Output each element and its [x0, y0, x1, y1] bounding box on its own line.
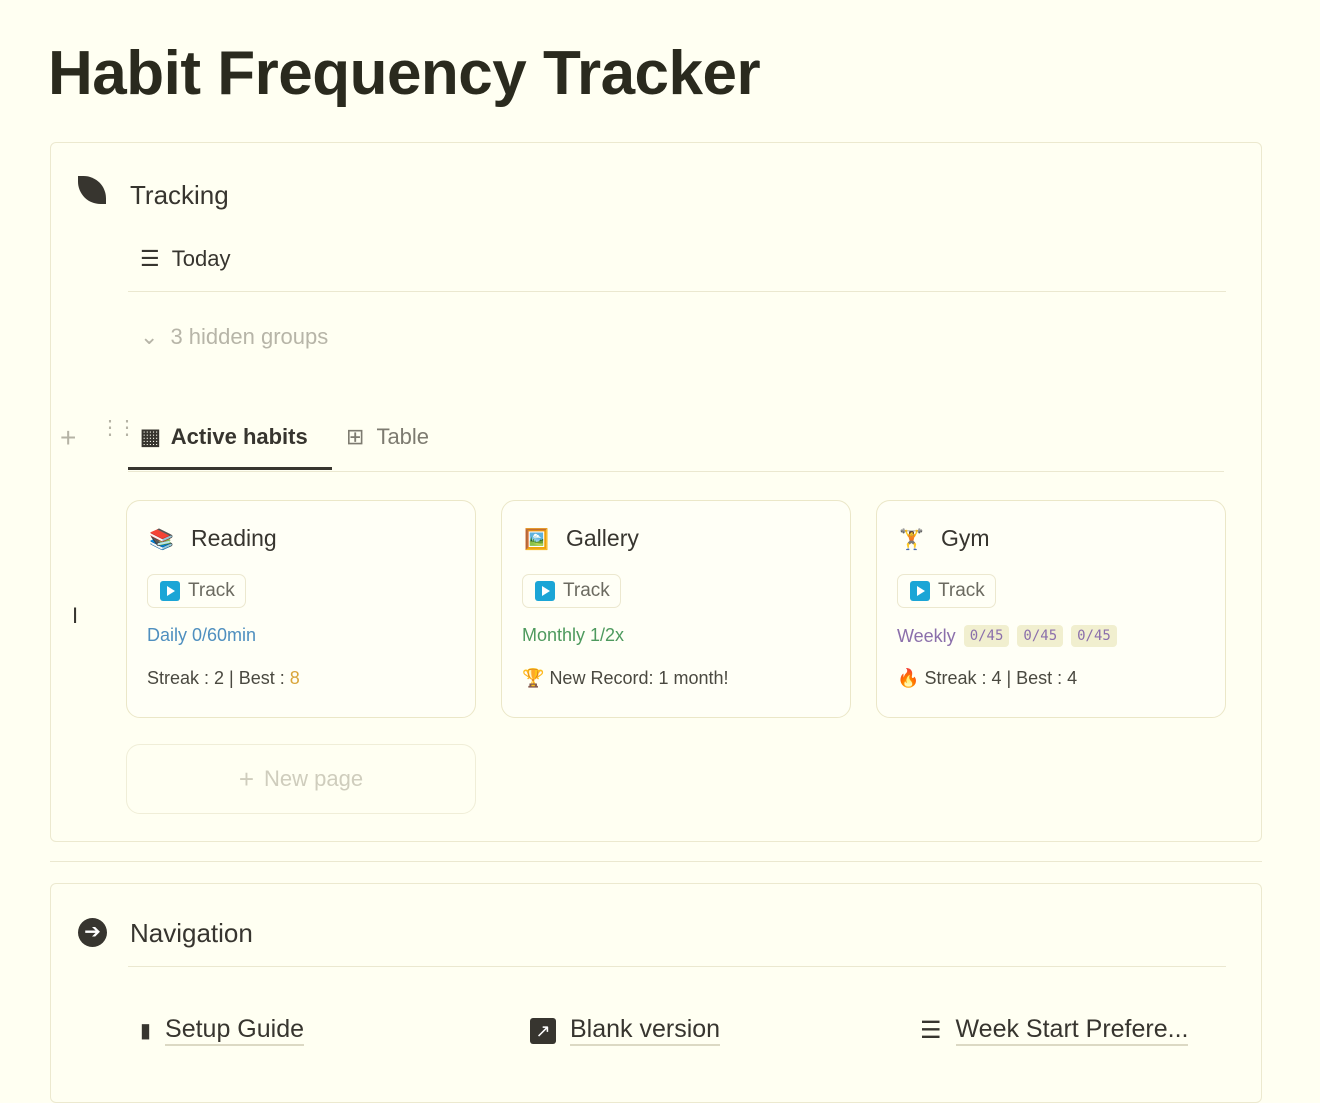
- nav-blank-version[interactable]: ↗ Blank version: [530, 1015, 721, 1046]
- frequency-row: Weekly 0/45 0/45 0/45: [897, 625, 1117, 647]
- chevron-down-icon: ⌄: [140, 324, 159, 349]
- today-label: Today: [171, 246, 231, 271]
- card-title: Gym: [941, 525, 990, 551]
- card-title: Reading: [191, 525, 277, 551]
- fire-icon: 🔥: [897, 668, 920, 688]
- streak-text: Streak : 2 | Best :: [147, 668, 290, 688]
- table-icon: ⊞: [346, 424, 365, 449]
- hidden-groups-label: 3 hidden groups: [170, 324, 329, 349]
- play-icon: [535, 581, 555, 601]
- nav-label: Week Start Prefere...: [955, 1015, 1189, 1046]
- page-title: Habit Frequency Tracker: [48, 39, 761, 108]
- tab-label: Table: [376, 424, 430, 449]
- track-label: Track: [938, 580, 985, 601]
- navigation-title: Navigation: [130, 918, 253, 948]
- track-label: Track: [563, 580, 610, 601]
- navigation-section: [50, 883, 1262, 1103]
- tracking-title: Tracking: [130, 180, 229, 210]
- frequency: Weekly: [897, 625, 956, 646]
- track-button[interactable]: Track: [522, 574, 621, 608]
- today-view[interactable]: ☰ Today: [140, 246, 230, 272]
- tab-label: Active habits: [170, 424, 308, 449]
- nav-label: Blank version: [570, 1015, 721, 1046]
- habit-card-reading[interactable]: 📚 Reading Track Daily 0/60min Streak : 2…: [126, 500, 476, 718]
- card-title: Gallery: [566, 525, 639, 551]
- track-label: Track: [188, 580, 235, 601]
- sliders-icon: ☰: [920, 1017, 942, 1044]
- track-button[interactable]: Track: [147, 574, 246, 608]
- tab-table[interactable]: ⊞ Table: [346, 424, 429, 450]
- list-icon: ☰: [140, 246, 160, 271]
- new-page-label: New page: [264, 766, 364, 791]
- play-icon: [160, 581, 180, 601]
- frequency: Monthly 1/2x: [522, 625, 625, 645]
- streak-text: Streak : 4 | Best : 4: [924, 668, 1078, 688]
- streak: Streak : 2 | Best : 8: [147, 668, 300, 689]
- best-value: 8: [289, 668, 300, 688]
- books-icon: 📚: [149, 529, 174, 551]
- tracking-section: [50, 142, 1262, 842]
- text-cursor-icon: I: [72, 603, 79, 628]
- book-icon: ▮: [140, 1020, 152, 1042]
- habit-card-gym[interactable]: 🏋️ Gym Track Weekly 0/45 0/45 0/45 🔥 Str…: [876, 500, 1226, 718]
- divider: [128, 966, 1226, 967]
- habit-card-gallery[interactable]: 🖼️ Gallery Track Monthly 1/2x 🏆 New Reco…: [501, 500, 851, 718]
- plus-icon: +: [238, 763, 255, 794]
- progress-chip: 0/45: [1017, 625, 1064, 647]
- record-text: New Record: 1 month!: [549, 668, 729, 688]
- trophy-icon: 🏆: [522, 668, 545, 688]
- new-page-button[interactable]: + New page: [126, 744, 476, 814]
- nav-label: Setup Guide: [165, 1015, 305, 1046]
- tabs-divider: [128, 471, 1224, 472]
- nav-setup-guide[interactable]: ▮ Setup Guide: [140, 1015, 305, 1046]
- track-button[interactable]: Track: [897, 574, 996, 608]
- arrow-link-icon: ↗: [530, 1017, 556, 1044]
- gallery-icon: ▦: [140, 424, 161, 449]
- weightlifter-icon: 🏋️: [899, 529, 924, 551]
- picture-icon: 🖼️: [524, 529, 549, 551]
- streak: 🔥 Streak : 4 | Best : 4: [897, 668, 1077, 689]
- divider: [128, 291, 1226, 292]
- drag-handle-icon[interactable]: ⋮⋮: [100, 417, 137, 439]
- play-icon: [910, 581, 930, 601]
- tab-active-habits[interactable]: ▦ Active habits: [128, 424, 332, 470]
- add-icon[interactable]: +: [60, 422, 77, 453]
- record: 🏆 New Record: 1 month!: [522, 668, 729, 689]
- frequency: Daily 0/60min: [147, 625, 257, 645]
- section-divider: [50, 861, 1262, 862]
- hidden-groups-toggle[interactable]: ⌄ 3 hidden groups: [140, 324, 328, 350]
- progress-chip: 0/45: [1071, 625, 1117, 647]
- nav-week-start[interactable]: ☰ Week Start Prefere...: [920, 1015, 1189, 1046]
- arrow-right-circle-icon: ➔: [78, 918, 107, 947]
- progress-chip: 0/45: [963, 625, 1010, 647]
